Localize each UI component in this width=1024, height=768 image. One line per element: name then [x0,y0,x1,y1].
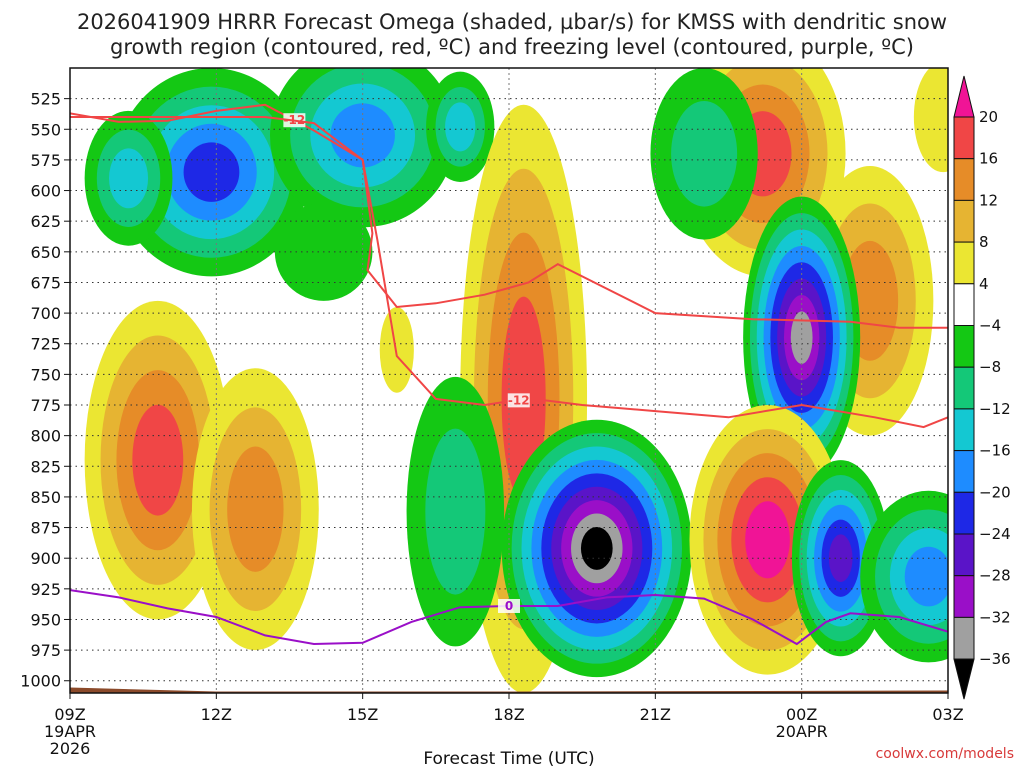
omega-cell-12-level-m8 [671,100,738,207]
dgz-contour-lower-label-bg [507,393,530,408]
y-tick-label-675: 675 [30,273,61,292]
colorbar-segment-5 [953,325,975,368]
y-tick-label-600: 600 [30,182,61,201]
x-tick-label-00Z: 00Z [786,705,817,724]
x-axis-label: Forecast Time (UTC) [423,749,594,768]
colorbar-label-6: −8 [979,358,1001,376]
omega-cell-7-level-4 [379,306,414,393]
title-line-1: 2026041909 HRRR Forecast Omega (shaded, … [77,10,947,34]
x-tick-label-09Z: 09Z [54,705,85,724]
title: 2026041909 HRRR Forecast Omega (shaded, … [77,10,947,59]
colorbar-label-2: 12 [979,191,998,209]
temperature-contours: -12-120 [70,103,948,646]
y-tick-label-525: 525 [30,90,61,109]
omega-cell-2-level-m16 [330,103,395,168]
y-tick-label-700: 700 [30,304,61,323]
title-line-2: growth region (contoured, red, ºC) and f… [110,35,914,59]
omega-cell-14-level-m32 [790,311,813,364]
freezing-level-contour-label-bg [498,598,520,613]
dgz-contour-upper [70,103,948,329]
x-tick-sublabel-date-09Z: 19APR [44,722,96,741]
omega-cell-6-level-12 [227,446,284,572]
dgz-contour-lower [70,116,948,429]
colorbar-label-4: 4 [979,275,989,293]
x-tick-sublabel-year-09Z: 2026 [50,739,91,758]
colorbar-label-7: −12 [979,400,1011,418]
colorbar-label-11: −28 [979,567,1011,585]
y-tick-label-975: 975 [30,641,61,660]
colorbar-label-12: −32 [979,608,1011,626]
y-axis: 525 550 575 600 625 650 675 700 725 750 775 800 825 8… [20,90,70,691]
omega-cell-18-level-4 [913,68,948,173]
colorbar-bottom-arrow [953,658,975,700]
terrain-band [70,687,948,693]
colorbar-label-10: −24 [979,525,1011,543]
colorbar-label-5: −4 [979,317,1001,335]
colorbar-label-9: −20 [979,483,1011,501]
omega-cell-15-level-20 [745,501,790,579]
x-tick-label-18Z: 18Z [493,705,524,724]
y-tick-label-850: 850 [30,488,61,507]
x-tick-label-15Z: 15Z [347,705,378,724]
y-tick-label-900: 900 [30,549,61,568]
x-tick-label-21Z: 21Z [640,705,671,724]
y-tick-label-625: 625 [30,212,61,231]
colorbar: 20 16 12 8 4 −4 −8 −12 −16 −20 −24 −28 −32 −36 [953,75,1011,700]
omega-cell-3-level-m12 [445,102,476,152]
y-tick-label-1000: 1000 [20,672,61,691]
freezing-level-contour-label: 0 [505,599,513,613]
y-tick-label-750: 750 [30,365,61,384]
terrain-surface [70,687,948,693]
colorbar-label-3: 8 [979,233,989,251]
colorbar-segment-11 [953,575,975,618]
colorbar-label-0: 20 [979,108,998,126]
colorbar-segment-4 [953,283,975,326]
freezing-level-contour [70,589,948,646]
colorbar-label-bottom: −36 [979,650,1011,668]
x-tick-label-12Z: 12Z [201,705,232,724]
colorbar-segment-1 [953,158,975,201]
colorbar-segment-2 [953,199,975,243]
colorbar-segment-3 [953,241,975,285]
colorbar-segment-12 [953,616,975,660]
colorbar-label-8: −16 [979,442,1011,460]
credit-text: coolwx.com/models [876,746,1014,762]
omega-cell-10-level-m36 [580,526,613,570]
colorbar-segment-0 [953,116,975,160]
y-tick-label-550: 550 [30,120,61,139]
x-tick-label-03Z: 03Z [932,705,963,724]
colorbar-segment-6 [953,366,975,410]
omega-cell-5-level-16 [132,404,184,516]
omega-cell-9-level-m8 [425,428,486,595]
y-tick-label-650: 650 [30,243,61,262]
x-tick-sublabel-date-00Z: 20APR [776,722,828,741]
colorbar-segment-10 [953,533,975,577]
y-tick-label-875: 875 [30,519,61,538]
colorbar-top-arrow [953,75,975,118]
colorbar-segment-8 [953,450,975,493]
omega-cell-17-level-m16 [904,546,948,607]
y-tick-label-725: 725 [30,335,61,354]
colorbar-label-1: 16 [979,150,998,168]
y-tick-label-925: 925 [30,580,61,599]
y-tick-label-775: 775 [30,396,61,415]
colorbar-segment-9 [953,491,975,535]
colorbar-segment-7 [953,408,975,452]
y-tick-label-950: 950 [30,610,61,629]
omega-cell-1-level-m12 [109,148,149,209]
dgz-contour-lower-label: -12 [508,393,530,407]
y-tick-label-575: 575 [30,151,61,170]
y-tick-label-800: 800 [30,427,61,446]
y-tick-label-825: 825 [30,457,61,476]
omega-cell-0-level-m20 [183,142,240,202]
